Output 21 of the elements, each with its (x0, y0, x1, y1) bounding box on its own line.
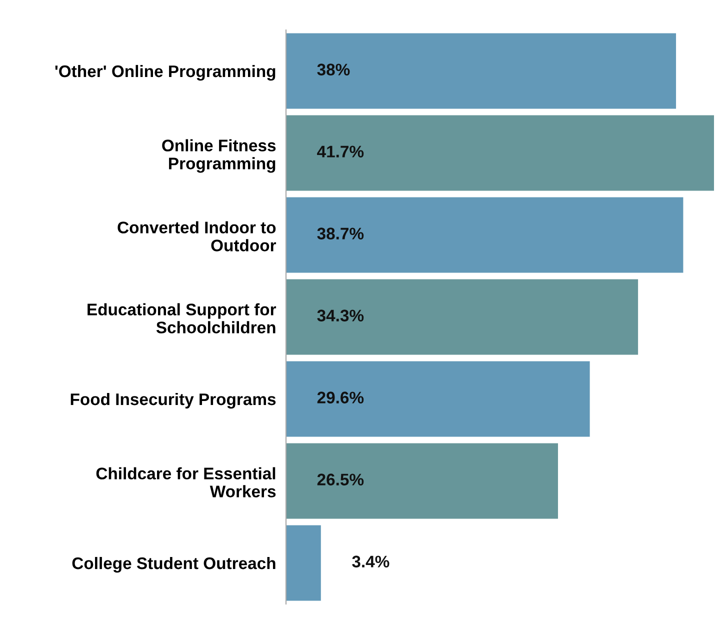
data-label: 3.4% (352, 556, 390, 568)
bar (286, 33, 676, 109)
data-label: 29.6% (317, 392, 364, 404)
y-tick-label: College Student Outreach (72, 556, 276, 573)
y-tick-label: Educational Support for Schoolchildren (88, 303, 276, 334)
y-tick-label: Online Fitness Programming (162, 139, 276, 173)
bar (286, 361, 590, 437)
data-label: 38% (317, 64, 350, 76)
bar (286, 525, 321, 601)
y-tick-label: 'Other' Online Programming (55, 64, 276, 81)
y-tick-label: Converted Indoor to Outdoor (118, 221, 276, 252)
y-tick-label: Food Insecurity Programs (70, 392, 276, 409)
y-tick-label: Childcare for Essential Workers (96, 467, 276, 498)
bar (286, 197, 684, 273)
bar (286, 443, 558, 519)
bar (286, 115, 714, 191)
bar (286, 279, 638, 355)
data-label: 38.7% (317, 228, 364, 240)
data-label: 41.7% (317, 146, 364, 158)
data-label: 34.3% (317, 310, 364, 322)
data-label: 26.5% (317, 474, 364, 486)
